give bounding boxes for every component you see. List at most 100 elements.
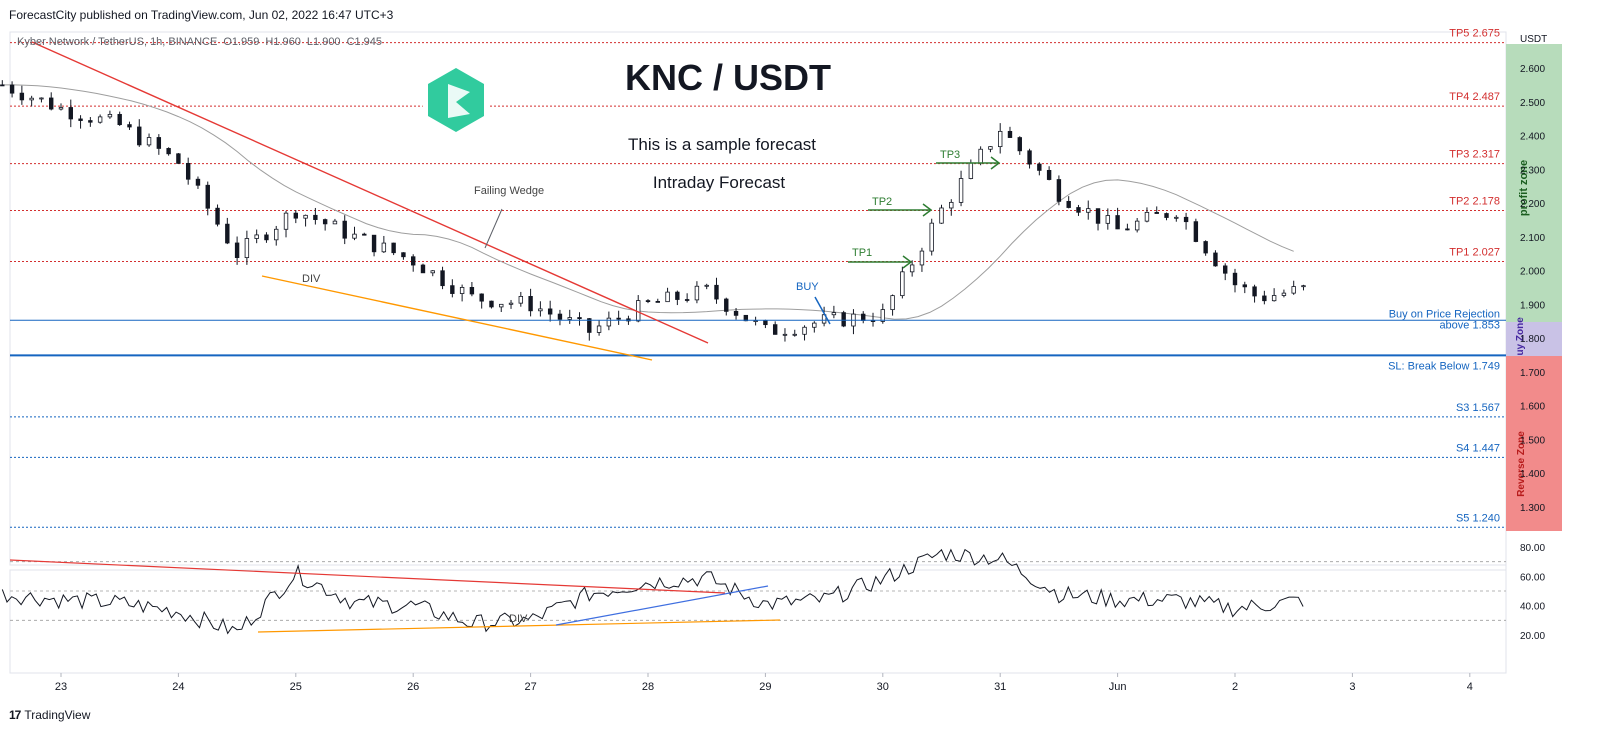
candle-body	[88, 120, 93, 123]
footer: 17 TradingView	[9, 708, 90, 722]
candle-body	[968, 162, 974, 179]
div-price-label: DIV	[302, 273, 321, 285]
buy-pointer	[814, 296, 831, 325]
candle-body	[293, 212, 298, 219]
candle-body	[1046, 169, 1052, 180]
ohlc-high: H1.960	[265, 36, 300, 48]
reverse-zone	[1506, 356, 1562, 531]
candle-body	[39, 97, 44, 100]
candle-body	[812, 322, 817, 328]
candle-body	[949, 201, 954, 209]
candle-body	[1203, 241, 1208, 254]
chart-title: KNC / USDT	[625, 57, 831, 98]
candle-body	[107, 113, 113, 118]
price-tick-label: 1.900	[1520, 300, 1545, 311]
candle-body	[1056, 179, 1062, 202]
candle-body	[156, 137, 162, 149]
candle-body	[557, 313, 563, 320]
candle-body	[802, 326, 807, 335]
tp2-arrow-label: TP2	[872, 196, 892, 208]
moving-average	[2, 84, 1294, 320]
candle-body	[1183, 216, 1189, 223]
price-tick-label: 1.800	[1520, 334, 1545, 345]
time-tick-label: Jun	[1109, 681, 1127, 693]
subtitle-sample: This is a sample forecast	[628, 135, 816, 154]
candle-body	[616, 317, 621, 320]
tradingview-brand[interactable]: TradingView	[24, 708, 91, 722]
subtitle-intraday: Intraday Forecast	[653, 173, 786, 192]
candle-body	[1086, 208, 1091, 213]
candle-body	[78, 118, 83, 121]
time-tick-label: 23	[55, 681, 67, 693]
candle-body	[303, 214, 308, 219]
tp1-arrow-label: TP1	[852, 247, 872, 259]
tp3-arrow-label: TP3	[940, 149, 960, 161]
candle-body	[694, 285, 700, 301]
candle-body	[205, 184, 210, 209]
candle-body	[244, 238, 250, 259]
candle-body	[1105, 215, 1111, 224]
candle-body	[1213, 252, 1218, 267]
candle-body	[1095, 208, 1101, 224]
price-tick-label: 1.600	[1520, 402, 1545, 413]
entry-label-2: above 1.853	[1439, 319, 1500, 331]
ohlc-close: C1.945	[347, 36, 382, 48]
candle-body	[489, 300, 494, 308]
price-axis: 2.600 2.500 2.400 2.300 2.200 2.100 2.000 1.900…	[1520, 64, 1545, 514]
candle-body	[1037, 163, 1042, 171]
publisher-line: ForecastCity published on TradingView.co…	[9, 8, 394, 22]
rsi-pane	[9, 569, 1507, 674]
candle-body	[9, 84, 15, 94]
candle-body	[831, 312, 837, 316]
candle-body	[19, 92, 25, 101]
rsi-upper-divergence	[9, 559, 726, 594]
level-label: TP3 2.317	[1449, 149, 1500, 161]
price-pane	[9, 31, 1507, 566]
candle-body	[499, 303, 504, 308]
currency-label: USDT	[1520, 34, 1547, 45]
candle-body	[1232, 272, 1238, 286]
candle-body	[1007, 130, 1013, 138]
candle-body	[1242, 284, 1247, 288]
candle-body	[58, 107, 64, 110]
div-rsi-label: DIV	[509, 613, 528, 625]
candle-body	[792, 333, 797, 336]
price-chart[interactable]: profit zone Buy Zone Reverse Zone TP5 2.…	[0, 24, 1622, 724]
time-tick-label: 25	[290, 681, 302, 693]
price-series	[0, 80, 1306, 342]
level-label: S5 1.240	[1456, 512, 1500, 524]
price-tick-label: 2.300	[1520, 165, 1545, 176]
rsi-indicator	[1, 548, 1506, 635]
rsi-tick-label: 20.00	[1520, 631, 1545, 642]
buy-zone-label: Buy Zone	[1515, 317, 1526, 363]
wedge-lower-line	[261, 275, 653, 361]
candle-body	[1301, 285, 1306, 288]
candle-body	[176, 153, 181, 164]
candle-body	[401, 252, 406, 258]
level-label: S3 1.567	[1456, 402, 1500, 414]
candle-body	[1271, 295, 1277, 302]
rsi-lower-divergence	[257, 619, 781, 633]
candle-body	[313, 214, 318, 220]
candle-body	[195, 178, 201, 186]
time-tick-label: 29	[759, 681, 771, 693]
candle-body	[528, 296, 533, 312]
price-tick-label: 2.400	[1520, 132, 1545, 143]
candle-body	[1223, 265, 1228, 274]
candle-body	[724, 298, 729, 312]
candle-body	[137, 126, 142, 146]
candle-body	[362, 233, 367, 236]
symbol-name: Kyber Network / TetherUS, 1h, BINANCE	[17, 36, 217, 48]
candle-body	[900, 271, 905, 297]
candle-body	[283, 212, 289, 230]
profit-zone-label: profit zone	[1518, 160, 1530, 216]
symbol-info: Kyber Network / TetherUS, 1h, BINANCE O1.…	[17, 36, 382, 48]
candle-body	[596, 325, 602, 333]
candle-body	[538, 308, 543, 312]
candle-body	[919, 250, 925, 266]
candle-body	[547, 308, 553, 315]
candle-body	[1027, 150, 1032, 165]
candle-body	[645, 300, 651, 303]
price-tick-label: 2.500	[1520, 98, 1545, 109]
candle-body	[1193, 221, 1199, 242]
